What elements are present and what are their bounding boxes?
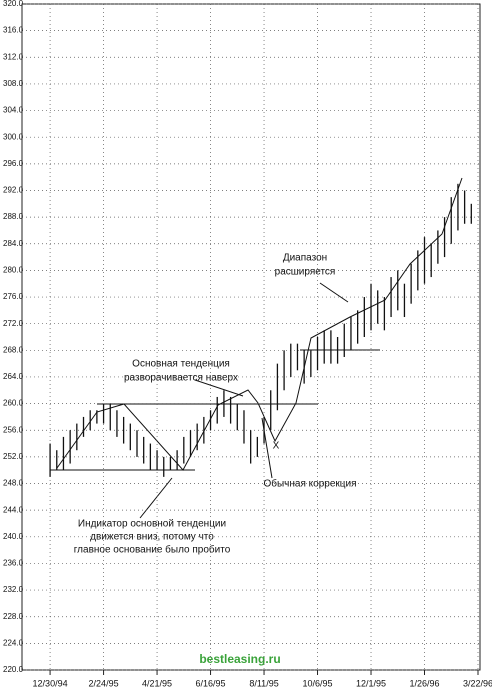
- x-tick-label: 1/26/96: [409, 678, 439, 688]
- y-tick-label: 280.0: [3, 266, 24, 275]
- callout-arrow: [139, 477, 173, 519]
- callout-arrow: [319, 282, 349, 303]
- y-tick-label: 252.0: [3, 452, 24, 461]
- y-tick-label: 316.0: [3, 26, 24, 35]
- y-tick-label: 240.0: [3, 532, 24, 541]
- y-tick-label: 268.0: [3, 345, 24, 354]
- y-tick-label: 308.0: [3, 79, 24, 88]
- x-tick-label: 12/30/94: [33, 678, 68, 688]
- callout-arrow: [194, 379, 244, 397]
- annotation: X: [273, 441, 280, 452]
- y-tick-label: 288.0: [3, 212, 24, 221]
- annotation: главное основание было пробито: [74, 544, 231, 556]
- y-tick-label: 244.0: [3, 505, 24, 514]
- x-tick-label: 10/6/95: [303, 678, 333, 688]
- x-tick-label: 6/16/95: [196, 678, 226, 688]
- y-tick-label: 292.0: [3, 186, 24, 195]
- y-tick-label: 256.0: [3, 425, 24, 434]
- y-tick-label: 232.0: [3, 585, 24, 594]
- y-tick-label: 260.0: [3, 399, 24, 408]
- y-tick-label: 264.0: [3, 372, 24, 381]
- y-tick-label: 224.0: [3, 638, 24, 647]
- watermark: bestleasing.ru: [199, 652, 280, 666]
- y-tick-label: 296.0: [3, 159, 24, 168]
- y-tick-label: 284.0: [3, 239, 24, 248]
- y-tick-label: 272.0: [3, 319, 24, 328]
- annotation: Индикатор основной тенденции: [78, 519, 226, 530]
- annotation: расширяется: [275, 267, 336, 278]
- swing-line: [56, 177, 463, 471]
- y-tick-label: 220.0: [3, 665, 24, 674]
- y-tick-label: 276.0: [3, 292, 24, 301]
- y-tick-label: 320.0: [3, 0, 24, 8]
- x-tick-label: 3/22/96: [463, 678, 492, 688]
- x-tick-label: 2/24/95: [89, 678, 119, 688]
- x-tick-label: 12/1/95: [356, 678, 386, 688]
- annotation: движется вниз, потому что: [90, 532, 214, 543]
- x-tick-label: 4/21/95: [142, 678, 172, 688]
- annotation: разворачивается наверх: [124, 373, 238, 384]
- annotation: Основная тенденция: [132, 359, 230, 370]
- y-tick-label: 304.0: [3, 106, 24, 115]
- y-tick-label: 228.0: [3, 612, 24, 621]
- x-tick-label: 8/11/95: [249, 678, 278, 688]
- y-tick-label: 312.0: [3, 52, 24, 61]
- y-tick-label: 248.0: [3, 479, 24, 488]
- annotation: Диапазон: [283, 253, 327, 264]
- y-tick-label: 300.0: [3, 132, 24, 141]
- y-tick-label: 236.0: [3, 559, 24, 568]
